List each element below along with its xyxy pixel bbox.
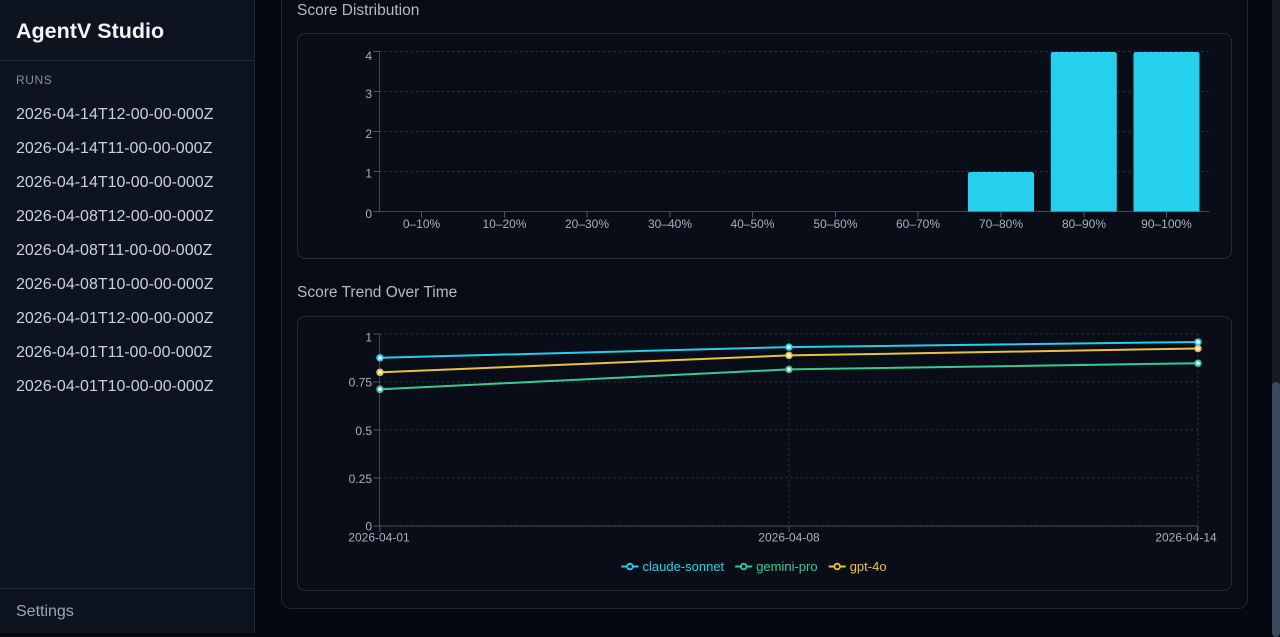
svg-text:1: 1 (365, 167, 372, 181)
svg-text:90–100%: 90–100% (1141, 217, 1192, 231)
svg-text:2026-04-08: 2026-04-08 (758, 530, 820, 544)
svg-text:1: 1 (365, 331, 372, 345)
svg-text:70–80%: 70–80% (979, 217, 1023, 231)
svg-text:0.5: 0.5 (355, 424, 372, 438)
svg-text:4: 4 (365, 49, 372, 63)
svg-text:50–60%: 50–60% (813, 217, 857, 231)
svg-text:gpt-4o: gpt-4o (850, 559, 887, 574)
svg-text:gemini-pro: gemini-pro (756, 559, 817, 574)
svg-text:claude-sonnet: claude-sonnet (643, 559, 725, 574)
svg-text:0.75: 0.75 (349, 376, 373, 390)
svg-text:10–20%: 10–20% (482, 217, 526, 231)
svg-text:2026-04-01: 2026-04-01 (348, 530, 410, 544)
svg-text:0: 0 (365, 207, 372, 221)
svg-text:0: 0 (365, 520, 372, 534)
svg-text:60–70%: 60–70% (896, 217, 940, 231)
svg-text:80–90%: 80–90% (1062, 217, 1106, 231)
svg-text:2026-04-14: 2026-04-14 (1155, 530, 1217, 544)
svg-text:2: 2 (365, 127, 372, 141)
svg-text:0.25: 0.25 (349, 472, 373, 486)
svg-text:20–30%: 20–30% (565, 217, 609, 231)
svg-text:40–50%: 40–50% (730, 217, 774, 231)
svg-text:0–10%: 0–10% (403, 217, 441, 231)
svg-text:3: 3 (365, 87, 372, 101)
svg-text:30–40%: 30–40% (648, 217, 692, 231)
